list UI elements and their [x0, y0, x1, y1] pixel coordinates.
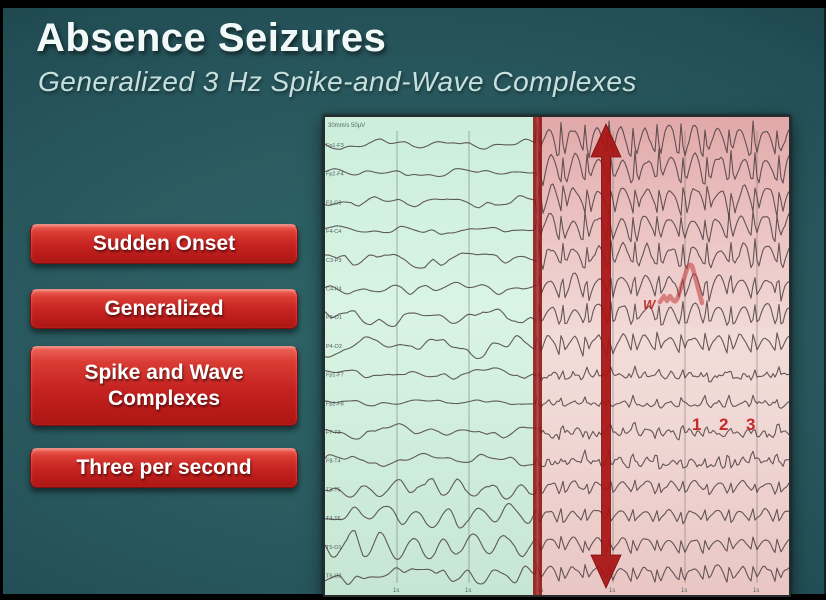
eeg-channel-label: C4-P4 — [326, 287, 342, 293]
letterbox-left — [0, 0, 3, 600]
callout-spike-and-wave-complexes: Spike and Wave Complexes — [30, 346, 298, 426]
wave-mark-label: W — [643, 297, 657, 312]
eeg-channel-label: Fp2-F8 — [326, 401, 344, 407]
letterbox-top — [0, 0, 826, 8]
eeg-second-tick: 1s — [465, 588, 471, 594]
eeg-channel-label: C3-P3 — [326, 258, 342, 264]
complex-count-1: 1 — [692, 415, 701, 434]
spike-wave-highlight — [657, 262, 705, 306]
eeg-figure: Fp1-F3 Fp2-F4 F3-C3 F4-C4 C3-P3 C4-P4 P3-O1 P4-… — [323, 115, 791, 597]
seizure-duration-arrow — [590, 123, 622, 589]
eeg-channel-label: F3-C3 — [326, 200, 341, 206]
eeg-channel-label: F7-T3 — [326, 430, 341, 436]
eeg-scale-label: 30mm/s 50µV — [328, 123, 365, 129]
eeg-second-tick: 1s — [753, 588, 759, 594]
callout-sudden-onset: Sudden Onset — [30, 224, 298, 264]
eeg-second-tick: 1s — [393, 588, 399, 594]
eeg-channel-label: P3-O1 — [326, 315, 342, 321]
eeg-channel-label: Fp1-F7 — [326, 373, 344, 379]
callout-three-per-second: Three per second — [30, 448, 298, 488]
eeg-channel-label: T4-T6 — [326, 516, 341, 522]
eeg-channel-label: T5-O1 — [326, 545, 342, 551]
eeg-channel-label: Fp1-F3 — [326, 143, 344, 149]
complex-count-2: 2 — [719, 415, 728, 434]
eeg-channel-label: F8-T4 — [326, 459, 341, 465]
eeg-second-tick: 1s — [681, 588, 687, 594]
eeg-second-tick: 1s — [609, 588, 615, 594]
seizure-onset-line — [533, 117, 542, 595]
letterbox-right — [824, 0, 826, 600]
eeg-traces: Fp1-F3 Fp2-F4 F3-C3 F4-C4 C3-P3 C4-P4 P3-O1 P4-… — [325, 117, 789, 595]
eeg-channel-label: T3-T5 — [326, 487, 341, 493]
slide-subtitle: Generalized 3 Hz Spike-and-Wave Complexe… — [38, 66, 637, 97]
eeg-channel-label: F4-C4 — [326, 229, 341, 235]
letterbox-bottom — [0, 594, 826, 600]
slide-title: Absence Seizures — [36, 16, 387, 60]
eeg-normal-zone — [325, 117, 537, 595]
eeg-channel-label: Fp2-F4 — [326, 172, 344, 178]
callout-generalized: Generalized — [30, 289, 298, 329]
complex-count-3: 3 — [746, 415, 755, 434]
eeg-channel-label: T6-O2 — [326, 574, 342, 580]
eeg-channel-label: P4-O2 — [326, 344, 342, 350]
